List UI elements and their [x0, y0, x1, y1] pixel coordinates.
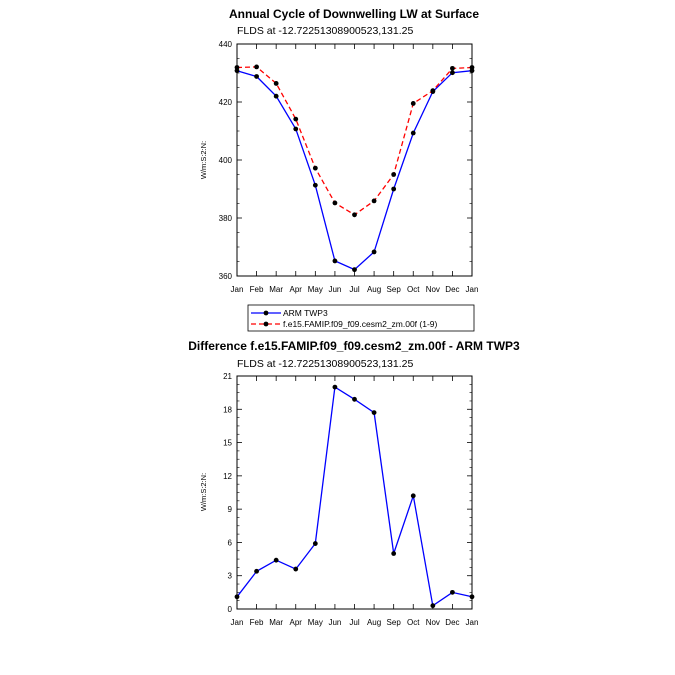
- data-point: [391, 172, 397, 177]
- y-tick-label: 360: [219, 272, 233, 281]
- y-tick-label: 0: [228, 605, 233, 614]
- x-tick-label: May: [308, 285, 323, 294]
- data-point: [254, 568, 259, 574]
- x-tick-label: Jan: [231, 285, 244, 294]
- data-point: [352, 396, 357, 402]
- x-tick-label: Mar: [269, 618, 283, 627]
- data-point: [332, 200, 338, 206]
- data-point: [410, 101, 416, 106]
- x-tick-label: Nov: [426, 285, 440, 294]
- data-point: [450, 70, 455, 76]
- x-tick-label: Dec: [445, 285, 459, 294]
- x-tick-label: Oct: [407, 618, 420, 627]
- x-tick-label: Jan: [466, 285, 479, 294]
- chart-difference: Difference f.e15.FAMIP.f09_f09.cesm2_zm.…: [188, 339, 520, 627]
- y-tick-label: 21: [223, 372, 232, 381]
- y-axis-label: W/m:S:2:N:: [199, 473, 208, 511]
- y-tick-label: 420: [219, 98, 233, 107]
- data-point: [234, 594, 240, 600]
- x-tick-label: Sep: [387, 285, 402, 294]
- chart-title: Difference f.e15.FAMIP.f09_f09.cesm2_zm.…: [188, 339, 520, 353]
- y-tick-label: 12: [223, 472, 232, 481]
- x-tick-label: Jun: [328, 285, 341, 294]
- data-point: [234, 65, 240, 70]
- y-tick-label: 9: [228, 505, 233, 514]
- series-group: [234, 64, 475, 273]
- data-point: [312, 182, 318, 188]
- data-point: [332, 258, 338, 264]
- x-tick-label: Jul: [349, 618, 359, 627]
- x-tick-label: Nov: [426, 618, 440, 627]
- x-tick-label: Feb: [250, 618, 264, 627]
- data-point: [371, 198, 377, 204]
- series-line: [236, 70, 473, 271]
- data-point: [293, 116, 299, 122]
- x-tick-label: Aug: [367, 285, 381, 294]
- chart-subtitle: FLDS at -12.72251308900523,131.25: [237, 358, 413, 370]
- x-tick-label: Jan: [231, 618, 244, 627]
- data-point: [410, 130, 416, 136]
- data-point: [371, 410, 377, 416]
- data-point: [450, 65, 455, 71]
- data-point: [273, 81, 279, 86]
- legend: ARM TWP3 f.e15.FAMIP.f09_f09.cesm2_zm.00…: [247, 304, 475, 332]
- legend-label-model: f.e15.FAMIP.f09_f09.cesm2_zm.00f (1-9): [283, 319, 438, 329]
- legend-box: [247, 304, 475, 332]
- axis-ticks: Jan Feb Mar Apr May Jun Jul Aug Sep Oct Nov Dec Jan 3…: [219, 40, 479, 294]
- x-tick-label: Feb: [250, 285, 264, 294]
- series-line: [236, 66, 473, 216]
- data-point: [410, 493, 416, 499]
- legend-marker-arm: [263, 310, 269, 316]
- y-tick-label: 15: [223, 439, 232, 448]
- series-line: [236, 386, 473, 607]
- data-point: [352, 212, 357, 218]
- axis-ticks: Jan Feb Mar Apr May Jun Jul Aug Sep Oct Nov Dec Jan 0…: [223, 372, 478, 627]
- legend-label-arm: ARM TWP3: [283, 308, 328, 318]
- data-point: [430, 88, 436, 94]
- x-tick-label: Sep: [387, 618, 402, 627]
- x-tick-label: Apr: [290, 285, 303, 294]
- y-axis-label: W/m:S:2:N:: [199, 141, 208, 179]
- data-point: [430, 603, 436, 609]
- data-point: [352, 267, 357, 273]
- chart-subtitle: FLDS at -12.72251308900523,131.25: [237, 25, 413, 37]
- data-point: [391, 186, 397, 192]
- data-point: [332, 384, 338, 390]
- plot-frame: [236, 43, 473, 277]
- data-point: [293, 566, 299, 572]
- data-point: [469, 594, 475, 600]
- y-tick-label: 18: [223, 405, 232, 414]
- data-point: [293, 126, 299, 132]
- x-tick-label: Mar: [269, 285, 283, 294]
- x-tick-label: Oct: [407, 285, 420, 294]
- plot-frame: [236, 375, 473, 610]
- data-point: [312, 165, 318, 171]
- data-point: [450, 589, 455, 595]
- series-group: [234, 384, 475, 609]
- x-tick-label: Jul: [349, 285, 359, 294]
- y-tick-label: 440: [219, 40, 233, 49]
- y-tick-label: 380: [219, 214, 233, 223]
- x-tick-label: Dec: [445, 618, 459, 627]
- data-point: [254, 74, 259, 79]
- data-point: [273, 93, 279, 99]
- x-tick-label: Jan: [466, 618, 479, 627]
- data-point: [391, 551, 397, 556]
- x-tick-label: Apr: [290, 618, 303, 627]
- data-point: [273, 557, 279, 563]
- x-tick-label: Jun: [328, 618, 341, 627]
- y-tick-label: 400: [219, 156, 233, 165]
- data-point: [371, 249, 377, 255]
- x-tick-label: Aug: [367, 618, 381, 627]
- y-tick-label: 3: [228, 572, 233, 581]
- data-point: [312, 541, 318, 546]
- chart-annual-cycle: Annual Cycle of Downwelling LW at Surfac…: [199, 7, 479, 332]
- x-tick-label: May: [308, 618, 323, 627]
- chart-title: Annual Cycle of Downwelling LW at Surfac…: [229, 7, 479, 21]
- legend-marker-model: [263, 321, 269, 327]
- data-point: [469, 65, 475, 70]
- data-point: [254, 64, 259, 70]
- y-tick-label: 6: [228, 538, 233, 547]
